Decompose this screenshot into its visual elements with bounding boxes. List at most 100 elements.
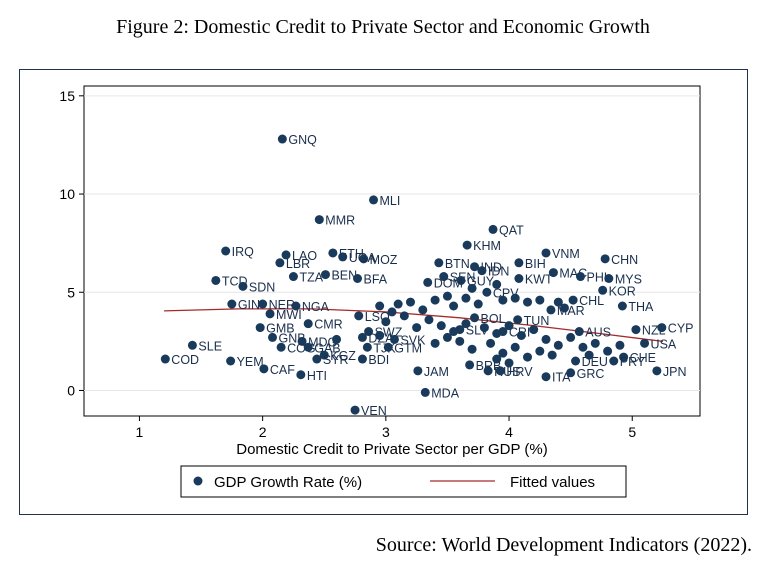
point-label: AUS	[585, 326, 611, 340]
data-point	[291, 301, 301, 311]
data-point	[486, 338, 496, 348]
data-point	[399, 311, 409, 321]
data-point	[510, 293, 520, 303]
data-point	[258, 299, 268, 309]
data-point	[259, 364, 269, 374]
point-label: GNQ	[288, 133, 317, 147]
data-point	[609, 356, 619, 366]
data-point	[353, 274, 363, 283]
data-point	[492, 329, 502, 338]
data-point	[566, 332, 576, 342]
point-label: PRY	[620, 355, 646, 369]
data-point	[276, 342, 286, 352]
data-point	[504, 321, 514, 331]
data-point	[541, 334, 551, 344]
data-point	[492, 279, 502, 289]
legend-box	[180, 465, 627, 498]
data-point	[482, 287, 492, 297]
data-point	[442, 291, 452, 301]
data-point	[418, 305, 428, 315]
data-point	[456, 275, 466, 285]
data-point	[430, 295, 440, 305]
data-point	[332, 334, 342, 344]
fitted-line	[164, 308, 664, 343]
point-label: GRC	[577, 367, 605, 381]
point-label: TUN	[524, 314, 550, 328]
data-point	[467, 283, 477, 293]
x-tick-label: 4	[505, 424, 513, 440]
point-label: BTN	[445, 257, 470, 271]
data-point	[405, 297, 415, 307]
data-point	[320, 270, 330, 280]
data-point	[470, 313, 480, 323]
point-label: CHL	[579, 294, 604, 308]
gridlines	[84, 95, 700, 391]
point-label: ITA	[552, 371, 571, 385]
data-point	[465, 360, 475, 370]
point-label: YEM	[237, 355, 264, 369]
data-point	[436, 321, 446, 331]
point-label: USA	[651, 337, 677, 351]
data-point	[600, 254, 610, 264]
data-point	[338, 252, 348, 262]
point-label: GMB	[266, 322, 294, 336]
fitted-line-layer	[164, 308, 664, 343]
point-label: BIH	[525, 257, 546, 271]
data-point	[389, 334, 399, 344]
legend-label-fitted: Fitted values	[510, 474, 595, 491]
point-label: BEN	[331, 269, 357, 283]
point-label: CYP	[668, 322, 694, 336]
data-point	[548, 268, 558, 278]
point-label: NGA	[302, 300, 330, 314]
data-point	[470, 262, 480, 272]
data-point	[477, 266, 487, 276]
data-point	[535, 295, 545, 305]
data-point	[553, 297, 563, 307]
data-point	[566, 368, 576, 378]
legend-label-growth: GDP Growth Rate (%)	[214, 474, 362, 491]
y-axis: 0 5 10 15	[59, 88, 84, 398]
data-point	[277, 134, 287, 144]
source-note: Source: World Development Indicators (20…	[375, 534, 752, 556]
x-tick-label: 1	[136, 424, 144, 440]
data-point	[514, 258, 524, 268]
data-point	[603, 346, 613, 356]
data-point	[383, 342, 393, 352]
data-point	[523, 297, 533, 307]
point-label: GAB	[314, 341, 340, 355]
y-tick-label: 5	[67, 284, 75, 300]
point-label: BOL	[481, 312, 506, 326]
point-label: PHL	[586, 271, 610, 285]
data-point	[314, 215, 324, 225]
point-label: THA	[628, 300, 654, 314]
point-label: MMR	[325, 214, 355, 228]
data-point	[381, 317, 391, 327]
data-point	[221, 246, 231, 256]
point-label: QAT	[499, 223, 524, 237]
data-point	[461, 293, 471, 303]
x-tick-label: 5	[628, 424, 636, 440]
chart-frame	[19, 69, 748, 515]
data-point	[495, 366, 505, 376]
point-label: MDA	[431, 386, 459, 400]
data-point	[227, 299, 237, 309]
data-point	[619, 352, 629, 362]
point-label: SVK	[400, 333, 426, 347]
data-point	[449, 301, 459, 311]
data-point	[357, 354, 367, 364]
point-label: MDG	[308, 335, 337, 349]
point-label: CMR	[314, 318, 342, 332]
point-label: KWT	[525, 273, 553, 287]
data-point	[498, 348, 508, 358]
data-point	[281, 250, 291, 260]
data-point	[267, 332, 277, 342]
data-point	[350, 405, 360, 415]
data-point	[160, 354, 170, 364]
point-label: BDI	[368, 353, 389, 367]
data-point	[462, 240, 472, 250]
point-label: MOZ	[370, 253, 398, 267]
point-label: DOM	[434, 276, 463, 290]
point-label: HTI	[307, 369, 327, 383]
